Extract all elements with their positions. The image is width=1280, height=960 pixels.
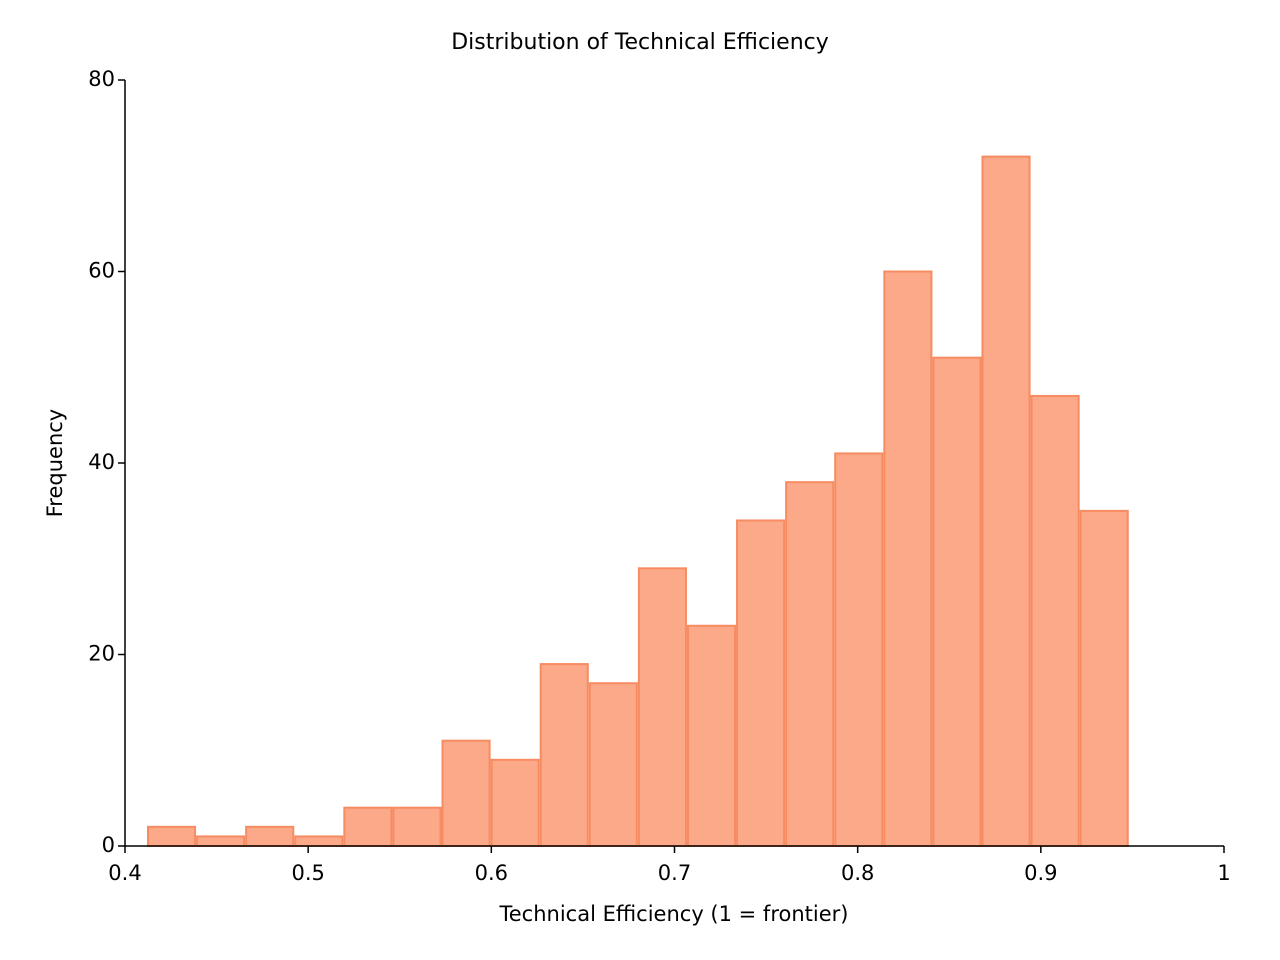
bar <box>245 825 295 847</box>
bar <box>736 519 786 847</box>
x-tick-label: 1 <box>1217 861 1230 885</box>
x-tick-label: 0.9 <box>1024 861 1057 885</box>
bar <box>785 481 835 847</box>
y-tick-label: 0 <box>102 833 115 857</box>
y-axis-label: Frequency <box>43 409 67 518</box>
x-tick-label: 0.7 <box>658 861 691 885</box>
bar <box>686 624 737 848</box>
x-tick-label: 0.4 <box>108 861 141 885</box>
bar <box>196 835 246 847</box>
bar <box>981 155 1031 848</box>
y-tick-label: 20 <box>88 642 115 666</box>
chart-title: Distribution of Technical Efficiency <box>451 30 829 55</box>
x-tick-label: 0.6 <box>475 861 508 885</box>
y-tick-label: 80 <box>88 67 115 91</box>
bar <box>637 567 687 847</box>
x-tick-label: 0.8 <box>841 861 874 885</box>
bar <box>883 270 933 847</box>
y-tick-label: 60 <box>88 259 115 283</box>
bar <box>1030 394 1080 847</box>
bar <box>343 806 393 848</box>
bar <box>539 663 589 848</box>
bar <box>392 806 442 848</box>
bar <box>588 682 638 847</box>
y-tick-label: 40 <box>88 450 115 474</box>
bar <box>834 452 884 847</box>
bar <box>441 739 491 847</box>
x-axis-label: Technical Efficiency (1 = frontier) <box>499 902 849 926</box>
bar <box>294 835 344 847</box>
bar <box>146 825 197 847</box>
bar <box>1079 509 1129 847</box>
bar <box>490 758 540 848</box>
bar <box>932 356 982 847</box>
x-tick-label: 0.5 <box>291 861 324 885</box>
